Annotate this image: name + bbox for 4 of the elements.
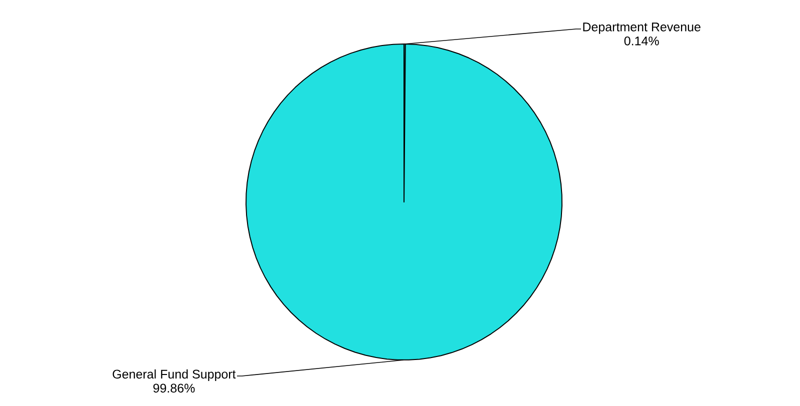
slice-label: Department Revenue xyxy=(583,22,700,34)
data-label: 0.14% xyxy=(624,36,659,46)
data-label: 99.86% xyxy=(153,384,195,393)
slice-label: General Fund Support xyxy=(112,369,236,382)
